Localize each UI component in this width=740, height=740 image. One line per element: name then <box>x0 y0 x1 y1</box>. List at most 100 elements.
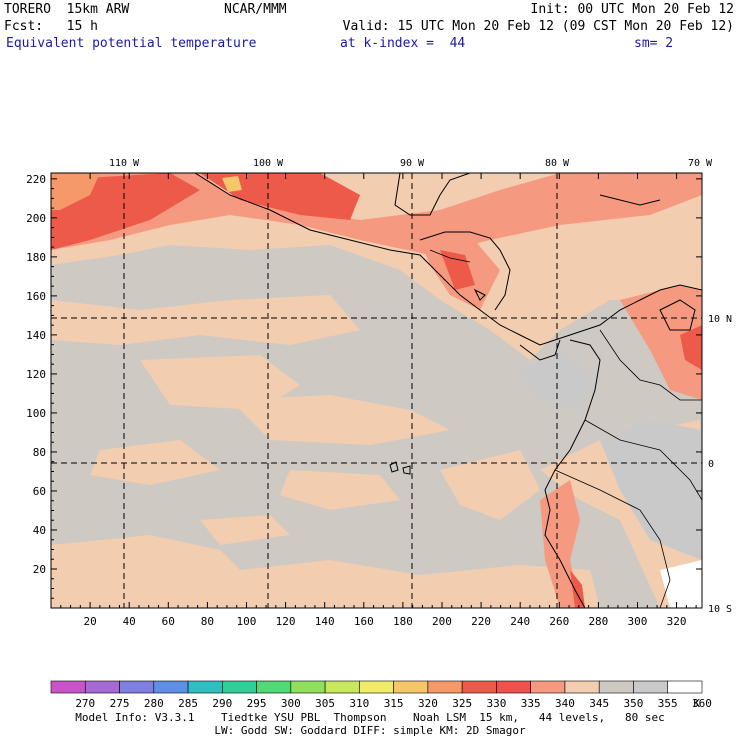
field-region-340 <box>51 295 360 345</box>
theta-e-field <box>51 173 702 608</box>
colorbar-swatch <box>153 680 189 694</box>
colorbar-label: 330 <box>486 697 506 710</box>
x-tick-label: 120 <box>276 615 296 628</box>
y-tick-label: 140 <box>26 329 46 342</box>
colorbar: 270 275 280 285 290 295 300 305 310 315 320 325 330 3… <box>50 680 712 710</box>
colorbar-label: 340 <box>555 697 575 710</box>
field-region-345 <box>520 350 600 410</box>
graticule <box>51 173 702 608</box>
colorbar-label: 310 <box>349 697 369 710</box>
field-region-340 <box>230 395 450 445</box>
colorbar-swatch <box>187 680 223 694</box>
latitude-label: 0 <box>708 459 714 470</box>
field-region-340 <box>51 535 600 608</box>
latitude-label: 10 N <box>708 314 732 325</box>
x-tick-label: 80 <box>201 615 214 628</box>
colorbar-label: 305 <box>315 697 335 710</box>
y-tick-label: 220 <box>26 173 46 186</box>
colorbar-label: 335 <box>521 697 541 710</box>
longitude-label: 100 W <box>253 158 284 169</box>
colorbar-label: 275 <box>110 697 130 710</box>
y-tick-label: 20 <box>33 563 46 576</box>
valid-time: Valid: 15 UTC Mon 20 Feb 12 (09 CST Mon … <box>342 19 734 34</box>
forecast-hour: Fcst: 15 h <box>4 19 98 34</box>
field-region-340 <box>440 450 540 520</box>
colorbar-swatch <box>564 680 600 694</box>
x-tick-label: 140 <box>315 615 335 628</box>
x-tick-label: 240 <box>510 615 530 628</box>
x-tick-label: 200 <box>432 615 452 628</box>
colorbar-swatch <box>598 680 634 694</box>
colorbar-label: 295 <box>247 697 267 710</box>
longitude-label: 80 W <box>545 158 570 169</box>
x-axis-ticks: 20 40 60 80 100 120 140 160 180 200 220 240 260 280 30… <box>60 173 697 628</box>
colorbar-label: 285 <box>178 697 198 710</box>
colorbar-swatch <box>359 680 394 694</box>
colorbar-label: 355 <box>658 697 678 710</box>
x-tick-label: 320 <box>667 615 687 628</box>
colorbar-swatch <box>324 680 360 694</box>
colorbar-label: 280 <box>144 697 164 710</box>
longitude-label: 70 W <box>688 158 713 169</box>
x-tick-label: 100 <box>237 615 257 628</box>
colorbar-swatch <box>530 680 566 694</box>
x-tick-label: 20 <box>83 615 96 628</box>
field-region-360 <box>660 560 702 608</box>
model-info-line2: LW: Godd SW: Goddard DIFF: simple KM: 2D… <box>214 724 526 737</box>
colorbar-label: 360 <box>692 697 712 710</box>
longitude-label: 90 W <box>400 158 425 169</box>
colorbar-label: 350 <box>624 697 644 710</box>
x-tick-label: 280 <box>588 615 608 628</box>
colorbar-swatch <box>667 680 703 694</box>
colorbar-label: 270 <box>75 697 95 710</box>
plot-frame <box>50 172 703 609</box>
field-region-340 <box>140 355 300 410</box>
colorbar-unit: K <box>693 697 700 710</box>
colorbar-swatch <box>256 680 292 694</box>
colorbar-label: 325 <box>452 697 472 710</box>
field-region-330 <box>680 325 702 370</box>
latitude-label: 10 S <box>708 604 732 615</box>
colorbar-swatch <box>633 680 669 694</box>
colorbar-swatch <box>461 680 497 694</box>
field-region-330 <box>440 250 475 290</box>
colorbar-swatch <box>119 680 155 694</box>
colorbar-label: 345 <box>589 697 609 710</box>
field-region-335 <box>620 285 702 400</box>
y-tick-label: 200 <box>26 212 46 225</box>
y-tick-label: 80 <box>33 446 46 459</box>
y-tick-label: 180 <box>26 251 46 264</box>
y-tick-label: 40 <box>33 524 46 537</box>
colorbar-swatch <box>222 680 257 694</box>
colorbar-label: 320 <box>418 697 438 710</box>
x-tick-label: 220 <box>471 615 491 628</box>
x-tick-label: 300 <box>628 615 648 628</box>
field-region-345 <box>600 420 702 560</box>
colorbar-swatch <box>427 680 463 694</box>
level-index: at k-index = 44 <box>340 36 466 51</box>
field-region-340 <box>280 470 400 510</box>
country-borders <box>429 249 702 608</box>
center-name: NCAR/MMM <box>224 2 287 17</box>
colorbar-label: 290 <box>212 697 232 710</box>
x-tick-label: 180 <box>393 615 413 628</box>
x-tick-label: 60 <box>162 615 175 628</box>
y-tick-label: 120 <box>26 368 46 381</box>
model-title: TORERO 15km ARW <box>4 2 130 17</box>
field-region-320 <box>222 176 242 192</box>
model-info-line1: Model Info: V3.3.1 Tiedtke YSU PBL Thomp… <box>75 711 665 724</box>
colorbar-label: 315 <box>384 697 404 710</box>
field-region-330 <box>570 570 585 608</box>
colorbar-swatch <box>393 680 429 694</box>
colorbar-swatch <box>84 680 120 694</box>
colorbar-swatch <box>496 680 531 694</box>
colorbar-label: 300 <box>281 697 301 710</box>
y-tick-label: 100 <box>26 407 46 420</box>
field-region-325 <box>51 173 100 210</box>
latitude-labels: 10 N 0 10 S <box>708 314 732 615</box>
y-tick-label: 60 <box>33 485 46 498</box>
field-region-335 <box>51 173 702 255</box>
y-axis-ticks: 20 40 60 80 100 120 140 160 180 200 220 <box>26 173 702 599</box>
longitude-labels: 110 W 100 W 90 W 80 W 70 W <box>109 158 713 169</box>
